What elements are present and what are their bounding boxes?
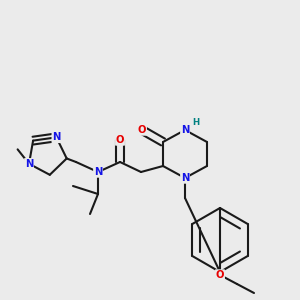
Text: N: N <box>181 125 189 135</box>
Text: O: O <box>216 270 224 280</box>
Text: O: O <box>116 135 124 145</box>
Text: H: H <box>192 118 200 127</box>
Text: N: N <box>181 173 189 183</box>
Text: N: N <box>25 159 33 169</box>
Text: O: O <box>138 125 146 135</box>
Text: N: N <box>94 167 102 177</box>
Text: N: N <box>52 132 61 142</box>
